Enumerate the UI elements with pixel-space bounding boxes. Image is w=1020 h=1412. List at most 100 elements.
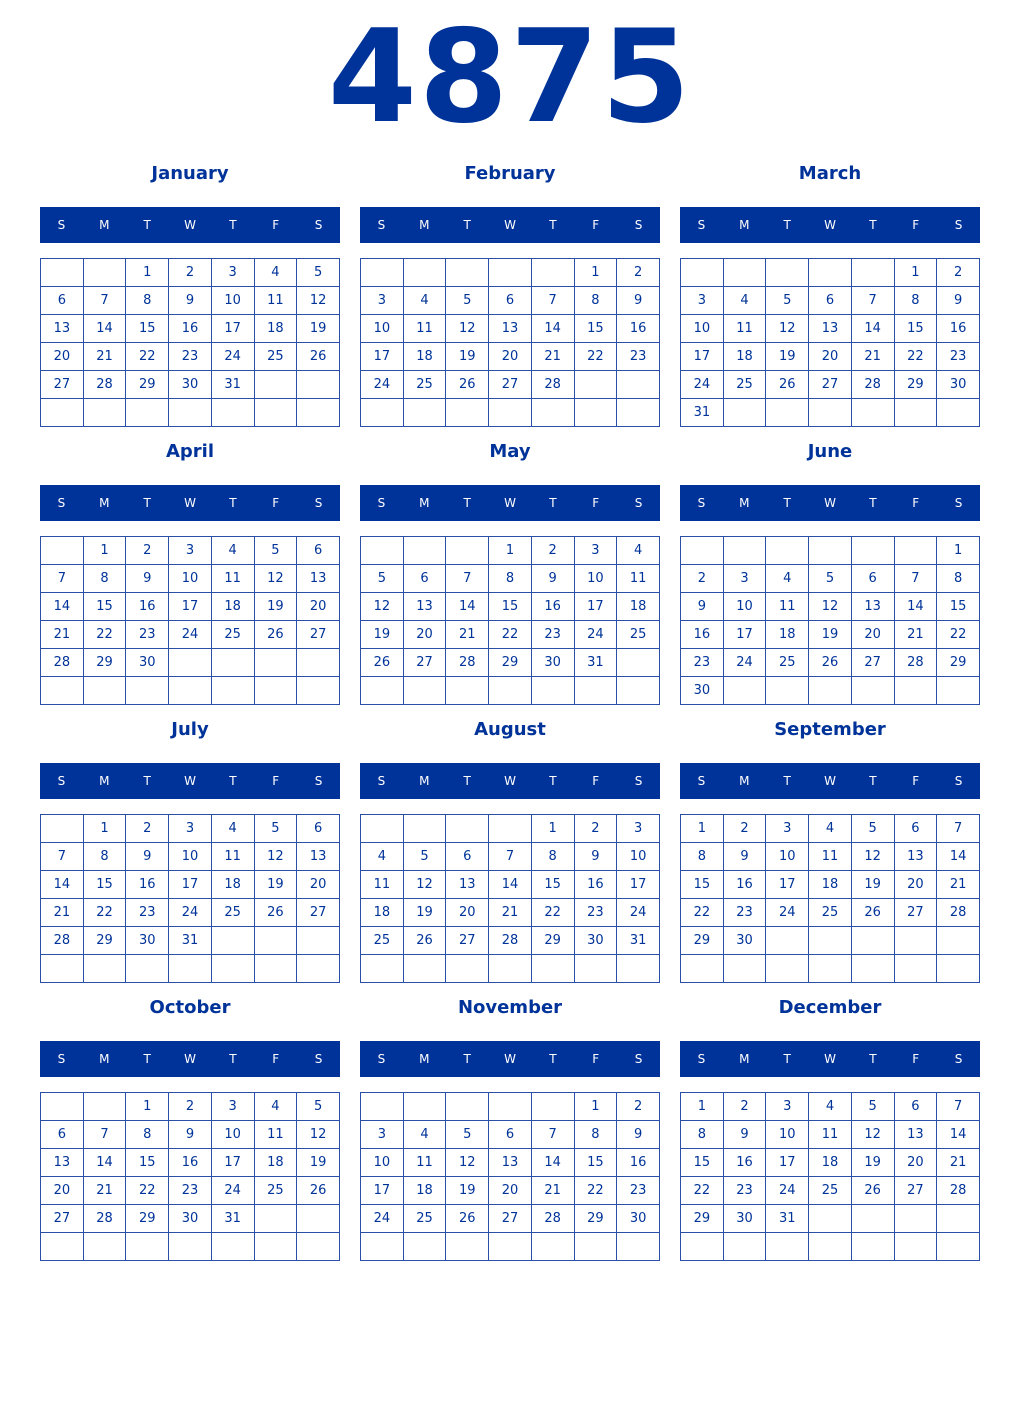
day-cell: 3 <box>168 814 212 843</box>
week-row: 12 13 14 15 16 17 18 <box>360 592 660 621</box>
month-december: December S M T W T F S 1 2 3 4 5 6 7 8 9 10 11 12 13 14 15 16 17… <box>680 994 980 1264</box>
day-cell: 23 <box>722 1176 767 1205</box>
day-cell <box>253 926 298 955</box>
day-cell: 10 <box>210 286 255 315</box>
day-cell: 3 <box>616 814 660 843</box>
day-cell: 30 <box>680 676 724 705</box>
day-cell <box>936 398 980 427</box>
week-row: 6 7 8 9 10 11 12 <box>40 286 340 315</box>
day-cell: 6 <box>850 564 895 593</box>
day-cell <box>488 814 532 843</box>
day-cell <box>808 1204 852 1233</box>
day-cell: 11 <box>722 314 767 343</box>
day-cell: 29 <box>488 648 532 677</box>
day-cell: 26 <box>296 1176 340 1205</box>
day-cell: 30 <box>936 370 980 399</box>
day-cell <box>765 954 810 983</box>
day-cell <box>40 954 84 983</box>
day-cell: 29 <box>82 926 127 955</box>
weekday-label: F <box>912 496 920 510</box>
day-cell <box>488 398 532 427</box>
day-cell: 27 <box>40 370 84 399</box>
day-grid: 1 2 3 4 5 6 7 8 9 10 11 12 13 14 15 16 17 18 19 20 21 22 23 24 2… <box>40 814 340 983</box>
day-cell <box>850 536 895 565</box>
week-row: 7 8 9 10 11 12 13 <box>40 842 340 871</box>
week-row: 30 <box>680 676 980 705</box>
day-cell: 6 <box>488 286 532 315</box>
day-cell: 7 <box>530 286 575 315</box>
weekday-label: F <box>912 774 920 788</box>
day-cell: 17 <box>722 620 767 649</box>
day-grid: 1 2 3 4 5 6 7 8 9 10 11 12 13 14 15 16 17 18 19 20 21 22 23 24 2… <box>360 536 660 705</box>
month-title: June <box>807 441 853 462</box>
week-row: 15 16 17 18 19 20 21 <box>680 1148 980 1177</box>
day-cell: 23 <box>573 898 618 927</box>
day-cell: 26 <box>765 370 810 399</box>
week-row: 29 30 <box>680 926 980 955</box>
day-cell: 19 <box>445 342 490 371</box>
weekday-label: T <box>463 218 471 232</box>
day-cell: 13 <box>488 1148 532 1177</box>
day-cell: 25 <box>360 926 404 955</box>
month-february: February S M T W T F S 1 2 3 4 5 6 7 8 9 10 11 12 13 14 15 16 17… <box>360 160 660 430</box>
day-cell: 8 <box>680 842 724 871</box>
week-row <box>40 676 340 705</box>
day-cell <box>360 1092 404 1121</box>
day-cell: 6 <box>296 814 340 843</box>
day-cell <box>402 1092 447 1121</box>
day-cell: 22 <box>125 342 170 371</box>
day-cell <box>680 536 724 565</box>
weekday-label: W <box>184 496 196 510</box>
day-cell: 5 <box>765 286 810 315</box>
day-cell: 28 <box>445 648 490 677</box>
day-cell: 6 <box>893 1092 938 1121</box>
day-cell: 24 <box>765 1176 810 1205</box>
day-cell: 27 <box>402 648 447 677</box>
week-row <box>40 954 340 983</box>
week-row: 13 14 15 16 17 18 19 <box>40 1148 340 1177</box>
day-cell: 13 <box>893 842 938 871</box>
day-cell: 22 <box>82 898 127 927</box>
day-cell <box>765 1232 810 1261</box>
day-cell: 31 <box>573 648 618 677</box>
day-cell <box>445 814 490 843</box>
week-row: 14 15 16 17 18 19 20 <box>40 592 340 621</box>
day-cell: 8 <box>936 564 980 593</box>
day-cell <box>530 676 575 705</box>
day-cell: 16 <box>722 870 767 899</box>
day-cell: 9 <box>168 1120 212 1149</box>
weekday-label: T <box>229 496 237 510</box>
day-cell: 8 <box>82 842 127 871</box>
day-cell <box>40 676 84 705</box>
day-cell: 23 <box>125 898 170 927</box>
day-cell: 3 <box>210 1092 255 1121</box>
day-cell <box>530 1232 575 1261</box>
day-cell: 11 <box>402 1148 447 1177</box>
day-cell: 11 <box>808 1120 852 1149</box>
weekday-label: S <box>634 218 643 232</box>
day-cell: 27 <box>40 1204 84 1233</box>
day-cell <box>936 676 980 705</box>
weekday-label: T <box>783 1052 791 1066</box>
day-cell: 21 <box>82 1176 127 1205</box>
day-cell: 6 <box>808 286 852 315</box>
day-cell: 15 <box>573 314 618 343</box>
day-cell <box>445 398 490 427</box>
weekday-label: S <box>377 774 386 788</box>
week-row <box>680 1232 980 1261</box>
day-cell: 6 <box>40 1120 84 1149</box>
weekday-label: S <box>57 496 66 510</box>
day-cell: 21 <box>40 620 84 649</box>
week-row: 25 26 27 28 29 30 31 <box>360 926 660 955</box>
day-cell: 16 <box>573 870 618 899</box>
day-cell: 4 <box>210 814 255 843</box>
day-cell <box>40 1092 84 1121</box>
day-cell: 14 <box>936 1120 980 1149</box>
weekday-label: W <box>824 218 836 232</box>
day-cell: 30 <box>722 926 767 955</box>
day-cell <box>82 1092 127 1121</box>
week-row: 31 <box>680 398 980 427</box>
week-row <box>360 398 660 427</box>
day-cell: 27 <box>893 898 938 927</box>
